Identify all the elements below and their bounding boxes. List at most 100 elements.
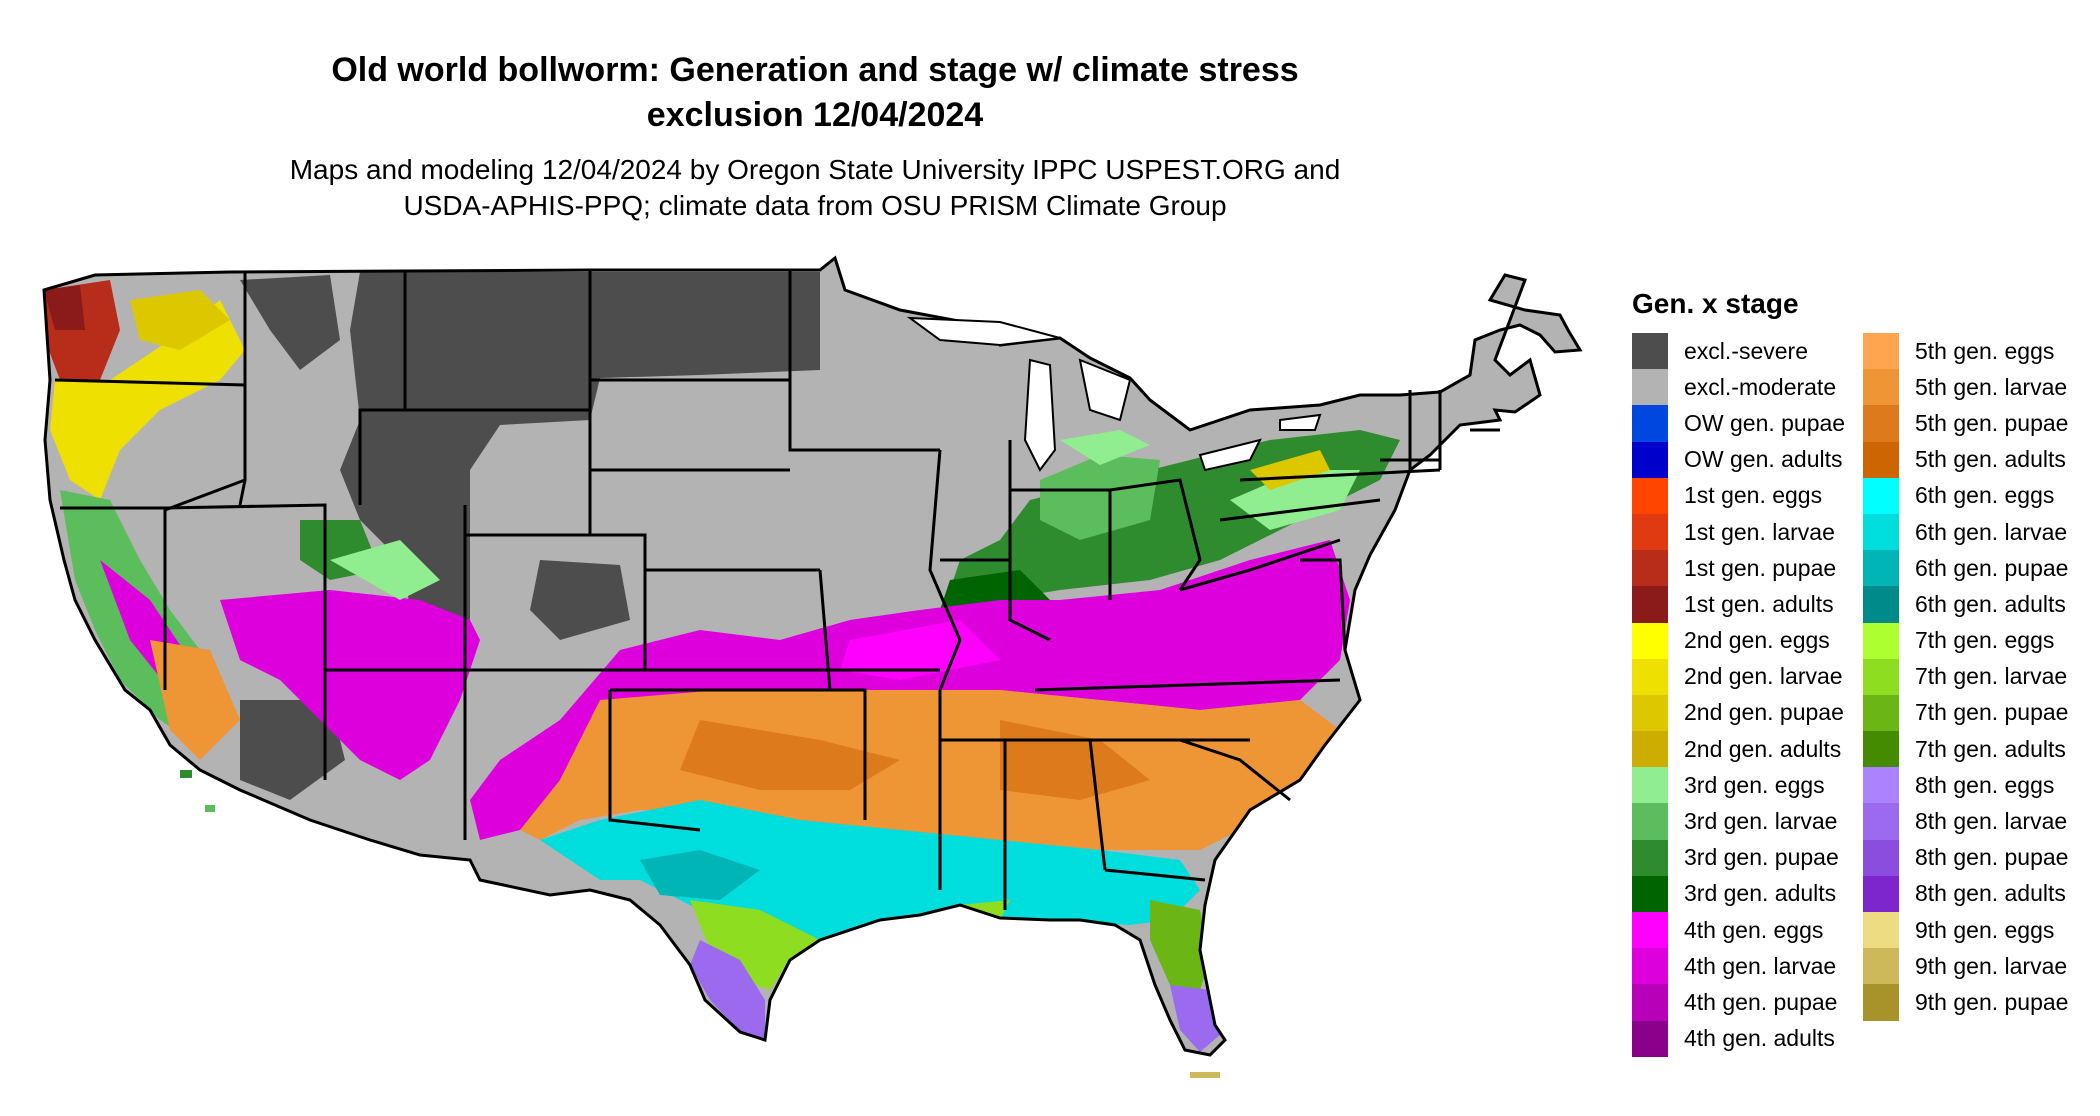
- legend-item: 1st gen. eggs: [1632, 477, 1845, 514]
- title-line-1: Old world bollworm: Generation and stage…: [331, 51, 1299, 89]
- legend-label: 1st gen. larvae: [1684, 518, 1835, 545]
- legend-swatch: [1632, 948, 1668, 985]
- legend-item: 1st gen. adults: [1632, 586, 1845, 623]
- legend-label: 4th gen. larvae: [1684, 952, 1837, 979]
- legend-item: 7th gen. larvae: [1863, 658, 2068, 695]
- legend-swatch: [1863, 477, 1899, 514]
- legend-swatch: [1632, 441, 1668, 478]
- legend-swatch: [1632, 622, 1668, 659]
- legend-item: 2nd gen. adults: [1632, 731, 1845, 768]
- legend-item: 2nd gen. pupae: [1632, 694, 1845, 732]
- legend-item: 4th gen. pupae: [1632, 984, 1845, 1021]
- legend-item: 5th gen. eggs: [1863, 333, 2068, 370]
- legend-item: 6th gen. adults: [1863, 586, 2068, 623]
- legend-swatch: [1632, 767, 1668, 804]
- legend-label: excl.-moderate: [1684, 373, 1837, 400]
- legend-item: 6th gen. pupae: [1863, 550, 2069, 587]
- legend-label: 3rd gen. eggs: [1684, 771, 1825, 798]
- legend-swatch: [1863, 658, 1899, 695]
- legend-label: 6th gen. pupae: [1915, 554, 2069, 581]
- legend-item: 7th gen. eggs: [1863, 622, 2068, 659]
- legend-swatch: [1863, 333, 1899, 370]
- legend-label: 1st gen. pupae: [1684, 554, 1837, 581]
- legend-label: OW gen. adults: [1684, 446, 1843, 473]
- legend-item: 7th gen. adults: [1863, 731, 2068, 768]
- legend-swatch: [1863, 694, 1899, 732]
- subtitle-line-1: Maps and modeling 12/04/2024 by Oregon S…: [289, 154, 1341, 185]
- legend-item: excl.-severe: [1632, 333, 1845, 370]
- legend-label: 8th gen. eggs: [1915, 771, 2055, 798]
- legend-swatch: [1863, 731, 1899, 768]
- stage-raster: [44, 258, 1580, 1055]
- legend-label: OW gen. pupae: [1684, 409, 1846, 436]
- legend-swatch: [1863, 405, 1899, 442]
- legend-item: 8th gen. pupae: [1863, 839, 2069, 876]
- legend-item: 4th gen. larvae: [1632, 948, 1845, 985]
- legend-swatch: [1632, 1020, 1668, 1057]
- legend-swatch: [1632, 550, 1668, 587]
- subtitle-line-2: USDA-APHIS-PPQ; climate data from OSU PR…: [403, 190, 1227, 221]
- legend-label: 5th gen. eggs: [1915, 337, 2055, 364]
- legend-label: 8th gen. pupae: [1915, 844, 2069, 871]
- legend-label: 3rd gen. larvae: [1684, 808, 1838, 835]
- legend-swatch: [1632, 984, 1668, 1021]
- legend-swatch: [1632, 513, 1668, 551]
- legend-swatch: [1863, 803, 1899, 840]
- legend-swatch: [1863, 369, 1899, 406]
- legend-swatch: [1632, 875, 1668, 912]
- legend-item: OW gen. pupae: [1632, 405, 1846, 442]
- legend-label: 8th gen. adults: [1915, 880, 2066, 907]
- legend-swatch: [1632, 912, 1668, 949]
- legend-label: 4th gen. pupae: [1684, 988, 1838, 1015]
- legend-item: 3rd gen. adults: [1632, 875, 1845, 912]
- great-lakes: [906, 316, 1322, 472]
- legend-swatch: [1632, 694, 1668, 732]
- legend-label: 7th gen. eggs: [1915, 627, 2055, 654]
- legend-item: 6th gen. eggs: [1863, 477, 2068, 514]
- legend-swatch: [1863, 441, 1899, 478]
- legend-swatch: [1863, 839, 1899, 876]
- legend-label: 2nd gen. adults: [1684, 735, 1842, 762]
- legend-swatch: [1632, 839, 1668, 876]
- legend-swatch: [1632, 658, 1668, 695]
- legend-swatch: [1863, 622, 1899, 659]
- legend-swatch: [1863, 586, 1899, 623]
- legend-label: 2nd gen. larvae: [1684, 663, 1843, 690]
- legend-item: 4th gen. adults: [1632, 1020, 1845, 1057]
- legend-item: 3rd gen. pupae: [1632, 839, 1845, 876]
- legend-swatch: [1863, 513, 1899, 551]
- legend-item: 2nd gen. larvae: [1632, 658, 1845, 695]
- legend-label: excl.-severe: [1684, 337, 1808, 364]
- legend-swatch: [1863, 912, 1899, 949]
- legend-item: 2nd gen. eggs: [1632, 622, 1845, 659]
- legend-item: 5th gen. adults: [1863, 441, 2068, 478]
- legend-item: 1st gen. larvae: [1632, 513, 1845, 551]
- legend-item: 3rd gen. eggs: [1632, 767, 1845, 804]
- legend-item: 9th gen. pupae: [1863, 984, 2069, 1021]
- legend-swatch: [1863, 550, 1899, 587]
- legend-item: 8th gen. eggs: [1863, 767, 2068, 804]
- legend-label: 5th gen. larvae: [1915, 373, 2068, 400]
- legend-item: 9th gen. eggs: [1863, 912, 2068, 949]
- legend-swatch: [1863, 984, 1899, 1021]
- legend-swatch: [1863, 948, 1899, 985]
- legend-label: 5th gen. pupae: [1915, 409, 2069, 436]
- legend-item: 7th gen. pupae: [1863, 694, 2068, 732]
- legend-swatch: [1632, 731, 1668, 768]
- legend-label: 2nd gen. pupae: [1684, 699, 1844, 726]
- legend-label: 7th gen. adults: [1915, 735, 2066, 762]
- legend-item: OW gen. adults: [1632, 441, 1845, 478]
- legend-label: 9th gen. eggs: [1915, 916, 2055, 943]
- legend-label: 8th gen. larvae: [1915, 808, 2068, 835]
- legend-column-2: 5th gen. eggs 5th gen. larvae 5th gen. pup…: [1863, 333, 2068, 1021]
- legend-label: 9th gen. pupae: [1915, 988, 2069, 1015]
- legend-item: 8th gen. larvae: [1863, 803, 2068, 840]
- map-title: Old world bollworm: Generation and stage…: [180, 48, 1450, 138]
- legend-item: 5th gen. pupae: [1863, 405, 2069, 442]
- offshore-fragments: [180, 770, 1220, 1078]
- legend-item: 1st gen. pupae: [1632, 550, 1845, 587]
- legend-item: 3rd gen. larvae: [1632, 803, 1845, 840]
- legend-label: 1st gen. eggs: [1684, 482, 1823, 509]
- legend-item: 6th gen. larvae: [1863, 513, 2068, 551]
